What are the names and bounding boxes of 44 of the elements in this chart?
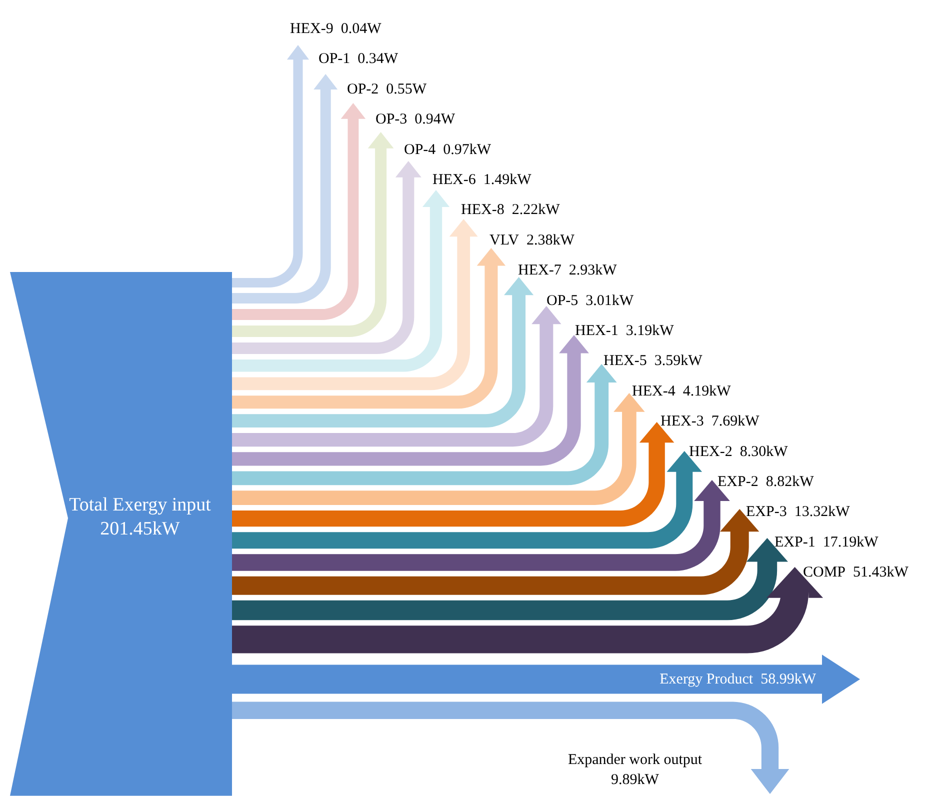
data-label: 2.38kW — [526, 232, 576, 248]
category-label: HEX-1 — [575, 323, 618, 339]
category-label: VLV — [490, 232, 520, 248]
data-label: 2.93kW — [568, 262, 618, 279]
category-label: OP-4 — [404, 142, 436, 158]
data-label: 3.59kW — [654, 353, 704, 370]
data-label: 51.43kW — [853, 564, 910, 581]
category-label: OP-1 — [318, 51, 350, 68]
data-label: 9.89kW — [611, 772, 660, 788]
data-label: 0.04W — [340, 21, 382, 37]
category-label: OP-5 — [546, 292, 578, 309]
data-label: 0.94W — [414, 112, 456, 128]
category-label: HEX-2 — [689, 444, 732, 460]
data-label: 201.45kW — [100, 518, 180, 540]
category-label: Expander work output — [568, 752, 703, 768]
category-label: HEX-8 — [461, 202, 504, 218]
data-label: 58.99kW — [760, 671, 817, 688]
data-label: 8.82kW — [766, 474, 815, 490]
data-label: 8.30kW — [740, 444, 789, 460]
data-label: 1.49kW — [483, 172, 532, 188]
data-label: 0.34W — [358, 51, 399, 68]
data-label: 3.19kW — [626, 323, 675, 339]
category-label: EXP-1 — [774, 534, 816, 550]
category-label: OP-3 — [376, 112, 408, 128]
category-label: COMP — [803, 564, 846, 581]
category-label: HEX-9 — [290, 21, 334, 37]
data-label: 17.19kW — [822, 534, 880, 550]
data-label: 4.19kW — [682, 383, 732, 400]
data-label: 2.22kW — [512, 202, 561, 218]
category-label: HEX-4 — [632, 383, 676, 400]
category-label: HEX-3 — [660, 414, 704, 430]
data-label: 0.97kW — [443, 142, 492, 158]
data-label: 13.32kW — [794, 504, 851, 520]
category-label: HEX-6 — [432, 172, 476, 188]
category-label: HEX-5 — [604, 353, 647, 370]
category-label: OP-2 — [347, 81, 379, 98]
data-label: 0.55W — [386, 81, 428, 98]
data-label: 7.69kW — [711, 414, 760, 430]
category-label: EXP-2 — [718, 474, 758, 490]
category-label: EXP-3 — [746, 504, 787, 520]
category-label: HEX-7 — [518, 262, 562, 279]
category-label: Total Exergy input — [69, 494, 212, 516]
category-label: Exergy Product — [660, 671, 754, 688]
data-label: 3.01kW — [586, 292, 634, 309]
